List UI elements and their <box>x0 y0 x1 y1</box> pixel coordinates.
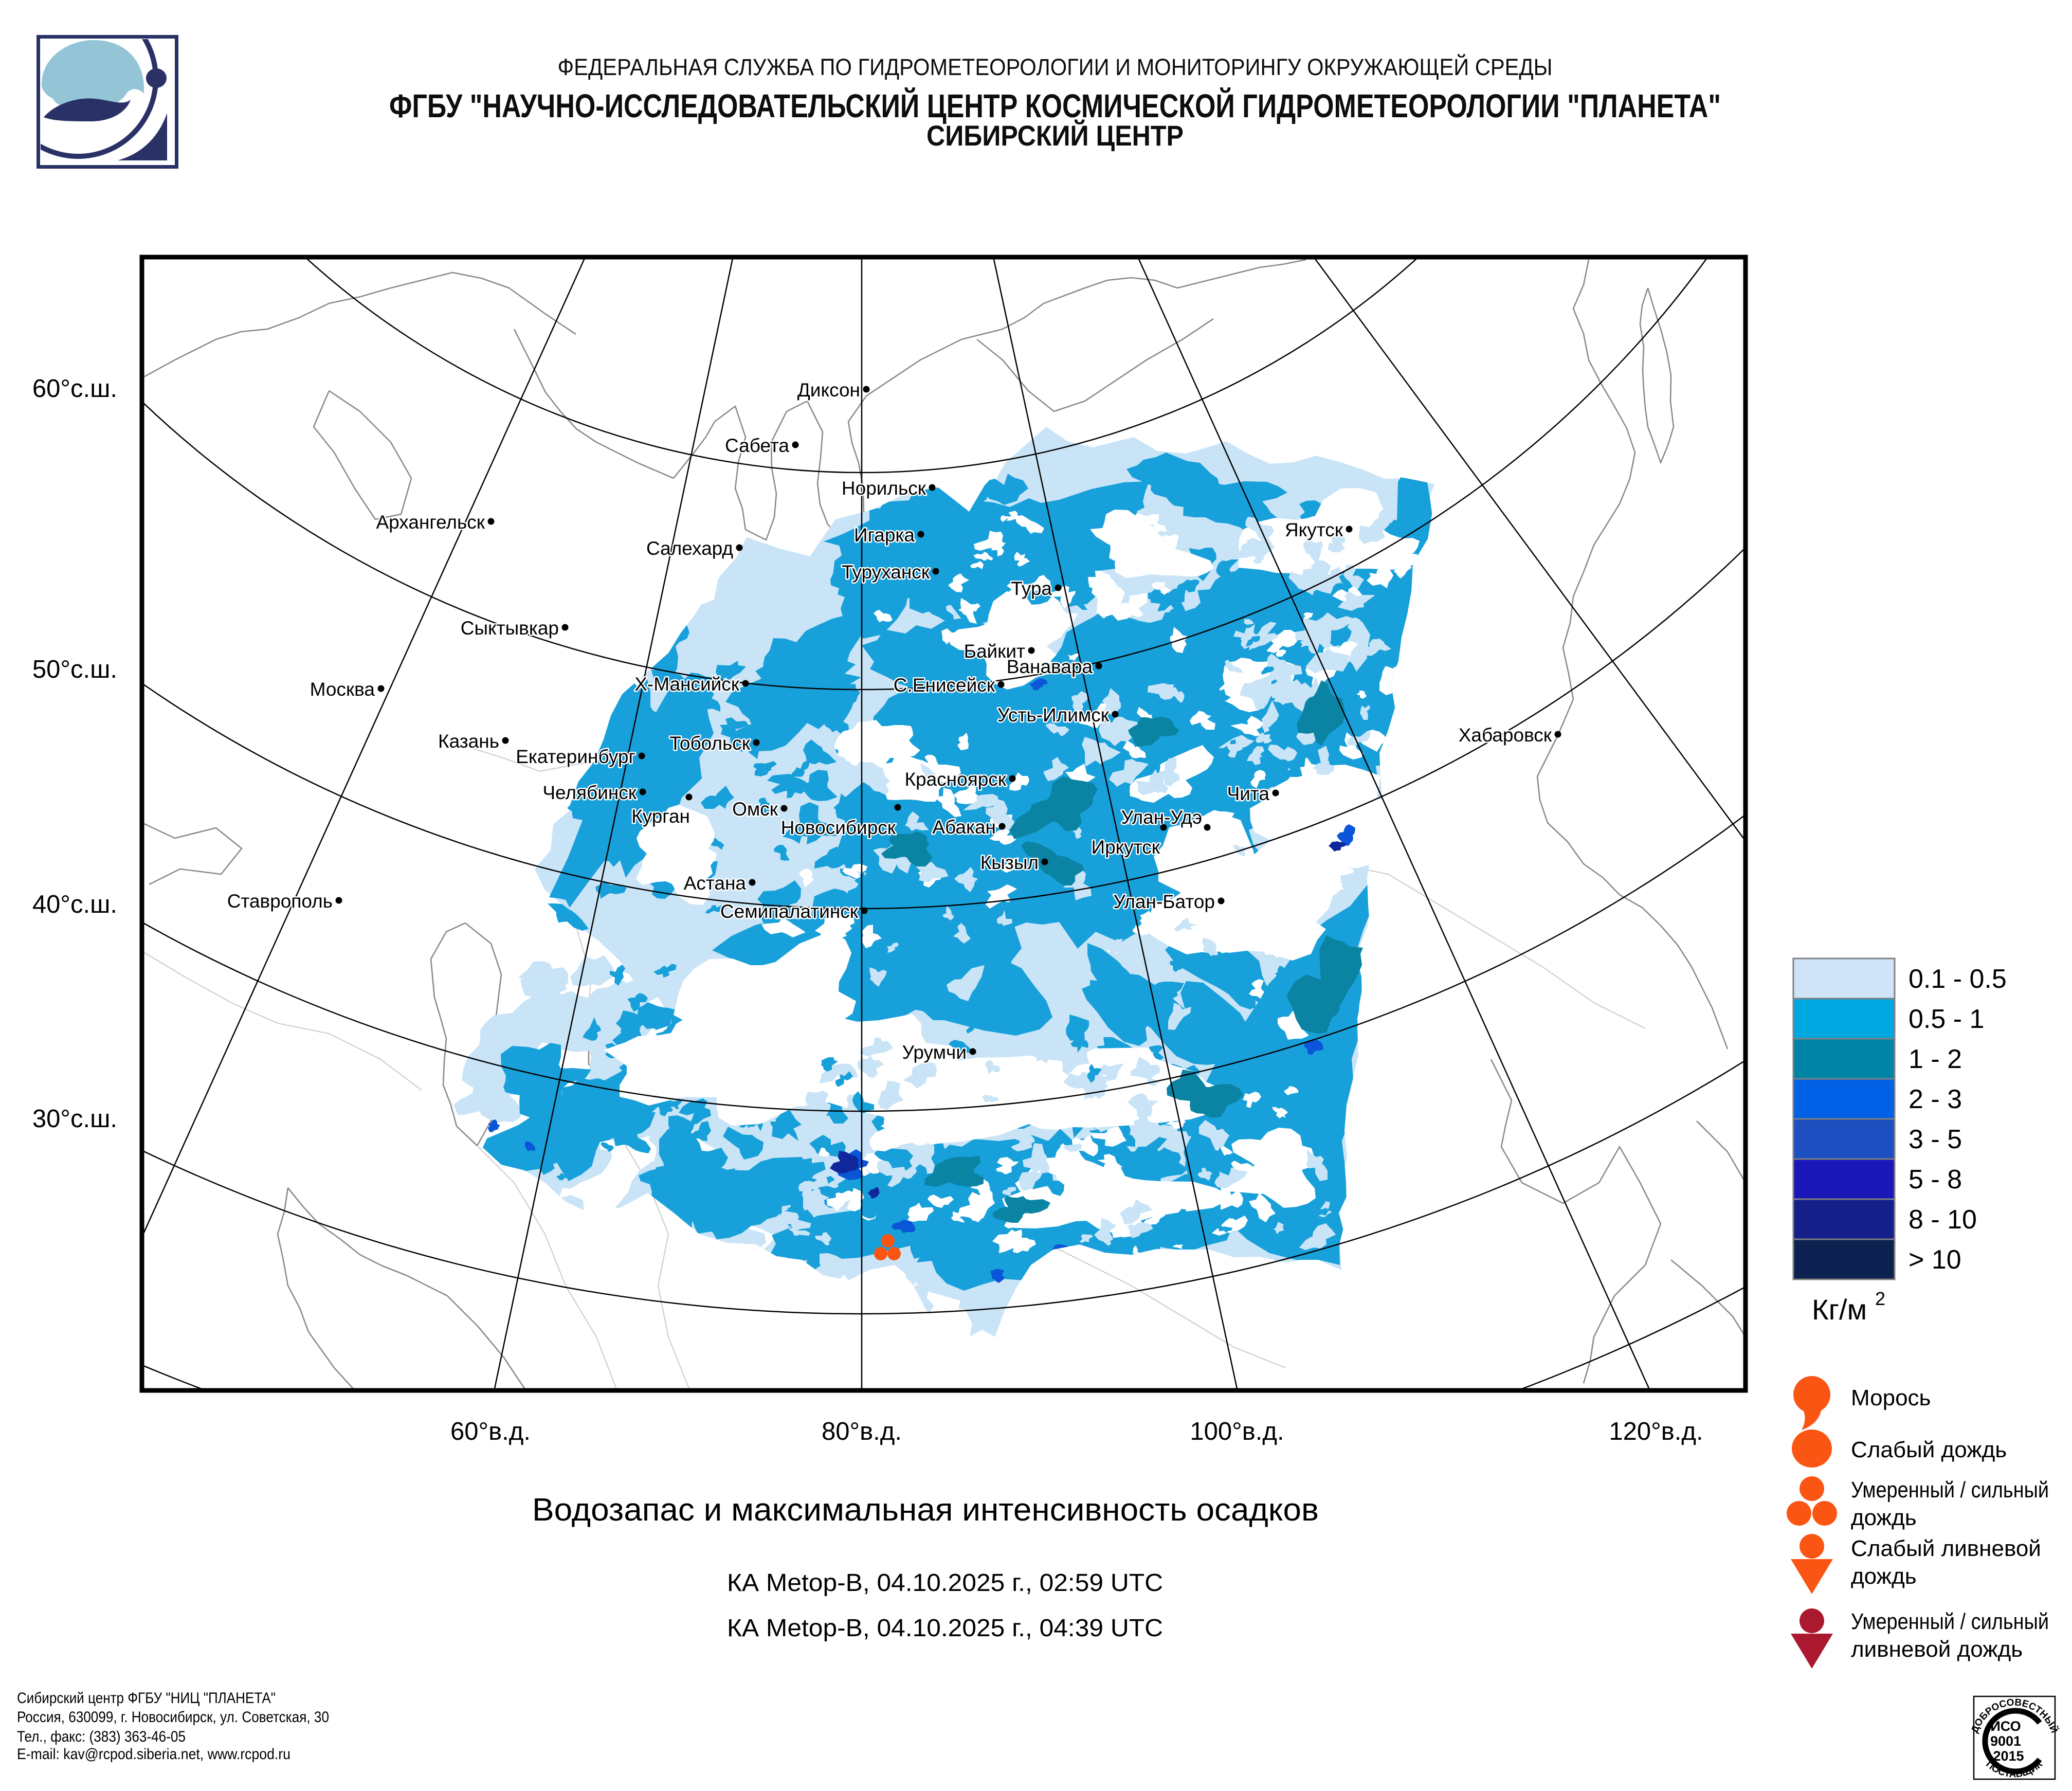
svg-text:Диксон: Диксон <box>797 379 860 401</box>
svg-text:Тел., факс: (383) 363-46-05: Тел., факс: (383) 363-46-05 <box>17 1728 186 1745</box>
svg-text:Сабета: Сабета <box>725 435 789 456</box>
svg-text:Салехард: Салехард <box>646 538 733 559</box>
svg-text:Екатеринбург: Екатеринбург <box>516 746 635 767</box>
svg-text:Умеренный / сильный: Умеренный / сильный <box>1851 1477 2049 1503</box>
svg-text:Красноярск: Красноярск <box>904 769 1006 790</box>
svg-text:1 - 2: 1 - 2 <box>1909 1044 1962 1074</box>
svg-text:ФЕДЕРАЛЬНАЯ СЛУЖБА ПО ГИДРОМЕТ: ФЕДЕРАЛЬНАЯ СЛУЖБА ПО ГИДРОМЕТЕОРОЛОГИИ … <box>558 54 1553 80</box>
svg-text:Водозапас и максимальная интен: Водозапас и максимальная интенсивность о… <box>532 1492 1319 1528</box>
svg-text:Морось: Морось <box>1851 1385 1931 1410</box>
svg-text:2: 2 <box>1875 1288 1885 1309</box>
svg-text:дождь: дождь <box>1851 1505 1917 1530</box>
svg-text:ИСО: ИСО <box>1990 1718 2021 1734</box>
svg-text:Чита: Чита <box>1227 783 1270 804</box>
svg-text:> 10: > 10 <box>1909 1245 1961 1275</box>
svg-text:КА Metop-B, 04.10.2025 г., 04:: КА Metop-B, 04.10.2025 г., 04:39 UTC <box>727 1615 1163 1642</box>
svg-text:Тура: Тура <box>1011 578 1052 599</box>
svg-text:Игарка: Игарка <box>854 524 915 546</box>
svg-text:0.1 - 0.5: 0.1 - 0.5 <box>1909 964 2007 994</box>
svg-text:E-mail: kav@rcpod.siberia.net,: E-mail: kav@rcpod.siberia.net, www.rcpod… <box>17 1746 290 1763</box>
svg-text:Урумчи: Урумчи <box>902 1042 967 1063</box>
svg-text:Астана: Астана <box>684 873 747 894</box>
svg-text:60°с.ш.: 60°с.ш. <box>32 375 117 403</box>
svg-text:Слабый дождь: Слабый дождь <box>1851 1437 2007 1462</box>
svg-text:120°в.д.: 120°в.д. <box>1609 1418 1703 1445</box>
svg-text:СИБИРСКИЙ ЦЕНТР: СИБИРСКИЙ ЦЕНТР <box>926 119 1184 152</box>
svg-text:Сибирский центр ФГБУ "НИЦ "ПЛА: Сибирский центр ФГБУ "НИЦ "ПЛАНЕТА" <box>17 1690 276 1707</box>
svg-text:80°в.д.: 80°в.д. <box>822 1418 902 1445</box>
svg-text:3 - 5: 3 - 5 <box>1909 1125 1962 1154</box>
svg-text:Кызыл: Кызыл <box>980 852 1039 873</box>
svg-text:30°с.ш.: 30°с.ш. <box>32 1105 117 1133</box>
svg-text:Казань: Казань <box>438 731 499 752</box>
svg-text:Норильск: Норильск <box>842 478 926 499</box>
svg-text:дождь: дождь <box>1851 1564 1917 1589</box>
svg-text:-2015: -2015 <box>1988 1748 2024 1764</box>
svg-text:КА Metop-B, 04.10.2025 г., 02:: КА Metop-B, 04.10.2025 г., 02:59 UTC <box>727 1569 1163 1597</box>
svg-text:8 - 10: 8 - 10 <box>1909 1205 1977 1235</box>
svg-text:Ставрополь: Ставрополь <box>227 891 333 912</box>
svg-text:Россия, 630099, г. Новосибирск: Россия, 630099, г. Новосибирск, ул. Сове… <box>17 1709 329 1726</box>
svg-text:Слабый ливневой: Слабый ливневой <box>1851 1536 2041 1561</box>
svg-text:60°в.д.: 60°в.д. <box>450 1418 531 1445</box>
svg-text:Абакан: Абакан <box>932 817 996 838</box>
svg-text:Туруханск: Туруханск <box>842 562 930 583</box>
svg-text:Умеренный / сильный: Умеренный / сильный <box>1851 1609 2049 1634</box>
svg-text:40°с.ш.: 40°с.ш. <box>32 891 117 918</box>
svg-text:ливневой дождь: ливневой дождь <box>1851 1637 2023 1662</box>
svg-text:Улан-Батор: Улан-Батор <box>1113 891 1215 912</box>
svg-text:0.5 - 1: 0.5 - 1 <box>1909 1004 1984 1034</box>
svg-text:Иркутск: Иркутск <box>1092 837 1160 858</box>
svg-text:Сыктывкар: Сыктывкар <box>461 618 559 639</box>
svg-text:2 - 3: 2 - 3 <box>1909 1084 1962 1114</box>
svg-text:Кг/м: Кг/м <box>1812 1293 1867 1326</box>
svg-text:Байкит: Байкит <box>964 641 1025 662</box>
svg-text:С.Енисейск: С.Енисейск <box>894 675 995 696</box>
svg-text:Архангельск: Архангельск <box>376 512 485 533</box>
svg-text:Омск: Омск <box>732 799 778 820</box>
svg-text:Тобольск: Тобольск <box>669 733 751 754</box>
svg-text:Курган: Курган <box>631 806 690 827</box>
svg-text:Усть-Илимск: Усть-Илимск <box>997 704 1110 726</box>
svg-text:Новосибирск: Новосибирск <box>781 817 896 838</box>
svg-text:Ванавара: Ванавара <box>1007 656 1093 677</box>
svg-text:Якутск: Якутск <box>1285 519 1343 540</box>
svg-text:Х-Мансийск: Х-Мансийск <box>634 674 740 695</box>
svg-text:100°в.д.: 100°в.д. <box>1190 1418 1284 1445</box>
svg-text:50°с.ш.: 50°с.ш. <box>32 656 117 683</box>
svg-text:5 - 8: 5 - 8 <box>1909 1165 1962 1195</box>
svg-text:Улан-Удэ: Улан-Удэ <box>1121 807 1202 828</box>
svg-text:ФГБУ "НАУЧНО-ИССЛЕДОВАТЕЛЬСКИЙ: ФГБУ "НАУЧНО-ИССЛЕДОВАТЕЛЬСКИЙ ЦЕНТР КОС… <box>389 87 1721 124</box>
svg-text:9001: 9001 <box>1990 1733 2021 1749</box>
svg-text:Челябинск: Челябинск <box>542 782 637 803</box>
svg-text:Хабаровск: Хабаровск <box>1459 725 1552 746</box>
svg-text:Москва: Москва <box>310 679 375 700</box>
svg-text:Семипалатинск: Семипалатинск <box>720 901 859 922</box>
